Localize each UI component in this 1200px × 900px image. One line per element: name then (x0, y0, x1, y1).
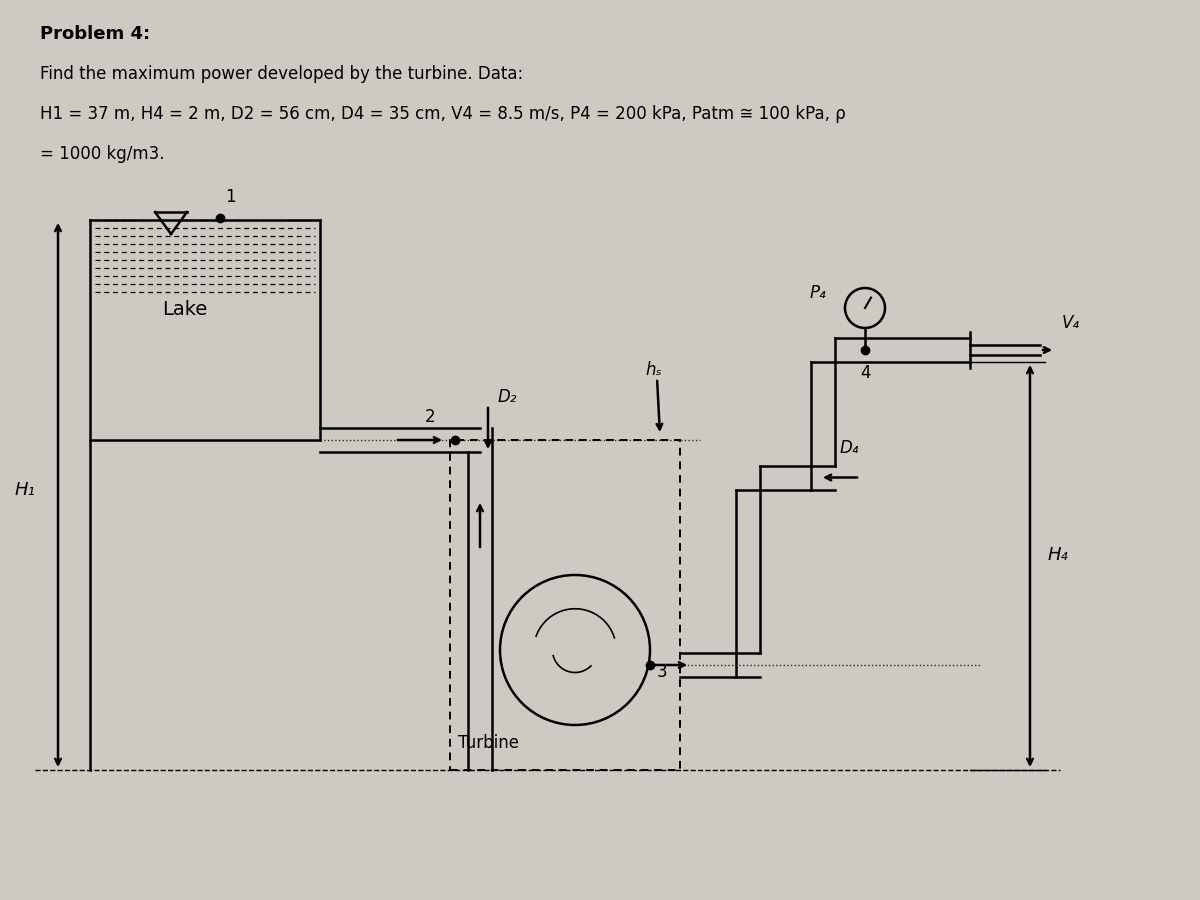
Text: V₄: V₄ (1062, 314, 1080, 332)
Text: H1 = 37 m, H4 = 2 m, D2 = 56 cm, D4 = 35 cm, V4 = 8.5 m/s, P4 = 200 kPa, Patm ≅ : H1 = 37 m, H4 = 2 m, D2 = 56 cm, D4 = 35… (40, 105, 846, 123)
Text: P₄: P₄ (810, 284, 827, 302)
Text: Turbine: Turbine (458, 734, 520, 752)
Text: 4: 4 (860, 364, 870, 382)
Text: 3: 3 (658, 663, 667, 681)
Text: H₄: H₄ (1048, 546, 1069, 564)
Text: D₄: D₄ (840, 438, 859, 456)
Text: Lake: Lake (162, 300, 208, 319)
Text: Problem 4:: Problem 4: (40, 25, 150, 43)
Text: hₛ: hₛ (646, 361, 661, 379)
Text: 1: 1 (226, 188, 235, 206)
Text: Find the maximum power developed by the turbine. Data:: Find the maximum power developed by the … (40, 65, 523, 83)
Text: = 1000 kg/m3.: = 1000 kg/m3. (40, 145, 164, 163)
Text: D₂: D₂ (498, 388, 517, 406)
Bar (450, 440, 680, 770)
Text: 2: 2 (425, 408, 436, 426)
Text: H₁: H₁ (14, 481, 35, 499)
